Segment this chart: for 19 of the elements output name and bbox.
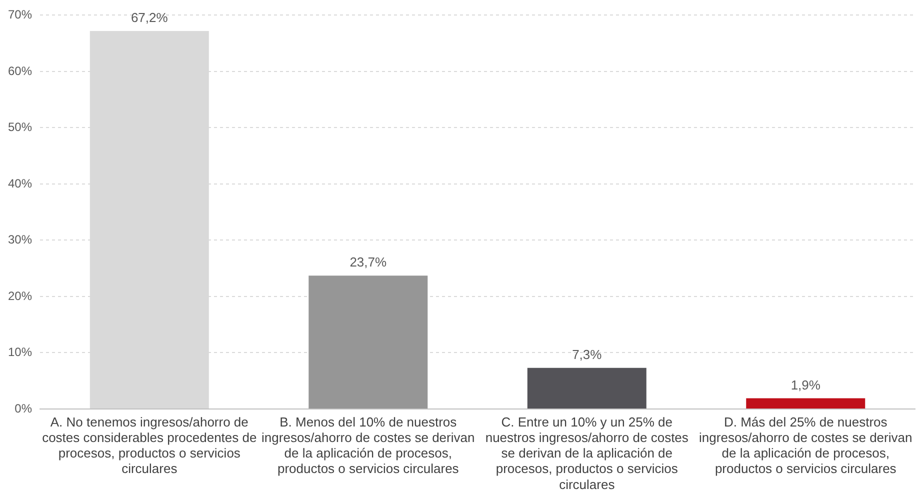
x-tick-label: B. Menos del 10% de nuestros ingresos/ahorro de costes se derivan de la aplicación de procesos, productos o servicios circulares	[262, 414, 475, 476]
y-tick-label: 70%	[8, 8, 32, 22]
y-tick-label: 30%	[8, 232, 32, 247]
data-label: 1,9%	[790, 377, 821, 392]
y-tick-label: 20%	[8, 288, 32, 303]
y-tick-label: 0%	[14, 401, 32, 416]
data-label: 23,7%	[350, 254, 387, 270]
bar	[527, 368, 646, 408]
x-tick-label: C. Entre un 10% y un 25% de nuestros ingresos/ahorro de costes se derivan de la aplicación de procesos, productos o servicios circulares	[485, 414, 689, 492]
bar	[746, 398, 866, 408]
data-label: 67,2%	[130, 10, 168, 26]
bar	[308, 276, 428, 408]
x-tick-label: D. Más del 25% de nuestros ingresos/ahorro de costes se derivan de la aplicación de procesos, productos o servicios circulares	[699, 414, 912, 476]
x-tick-label: A. No tenemos ingresos/ahorro de costes considerables procedentes de procesos, productos o servicios circulares	[42, 414, 257, 476]
y-tick-label: 10%	[8, 345, 32, 360]
y-tick-label: 50%	[8, 120, 32, 134]
data-label: 7,3%	[572, 347, 602, 362]
y-tick-label: 60%	[8, 64, 32, 78]
y-tick-label: 40%	[8, 176, 32, 190]
